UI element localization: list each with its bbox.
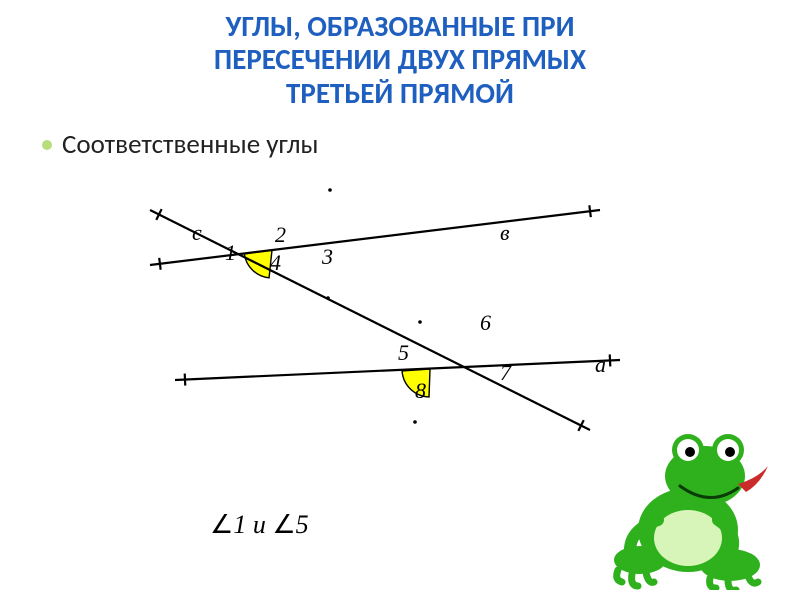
title-line-2: ПЕРЕСЕЧЕНИИ ДВУХ ПРЯМЫХ: [0, 43, 800, 76]
diagram-label: в: [500, 220, 510, 246]
diagram-label: 8: [415, 378, 426, 404]
diagram-label: 4: [270, 250, 281, 276]
formula-a: 1: [233, 510, 246, 539]
slide-title: УГЛЫ, ОБРАЗОВАННЫЕ ПРИ ПЕРЕСЕЧЕНИИ ДВУХ …: [0, 10, 800, 110]
subtitle-text: Соответственные углы: [62, 128, 318, 161]
diagram-label: 6: [480, 310, 491, 336]
diagram-label: с: [192, 220, 202, 246]
diagram-label: 3: [322, 244, 333, 270]
title-line-3: ТРЕТЬЕЙ ПРЯМОЙ: [0, 77, 800, 110]
formula: ∠1 и ∠5: [210, 510, 309, 540]
diagram-label: 7: [500, 360, 511, 386]
title-line-1: УГЛЫ, ОБРАЗОВАННЫЕ ПРИ: [0, 10, 800, 43]
frog-image: [610, 420, 780, 595]
angle-icon: ∠: [272, 510, 295, 539]
formula-b: 5: [296, 510, 309, 539]
frog-svg: [610, 420, 780, 590]
formula-mid: и: [246, 510, 272, 539]
bullet-icon: [42, 140, 52, 150]
diagram-label: 5: [398, 340, 409, 366]
diagram-label: 2: [275, 222, 286, 248]
angle-icon: ∠: [210, 510, 233, 539]
diagram-label: а: [595, 352, 606, 378]
subtitle-row: Соответственные углы: [42, 128, 800, 161]
diagram-label: 1: [225, 240, 236, 266]
